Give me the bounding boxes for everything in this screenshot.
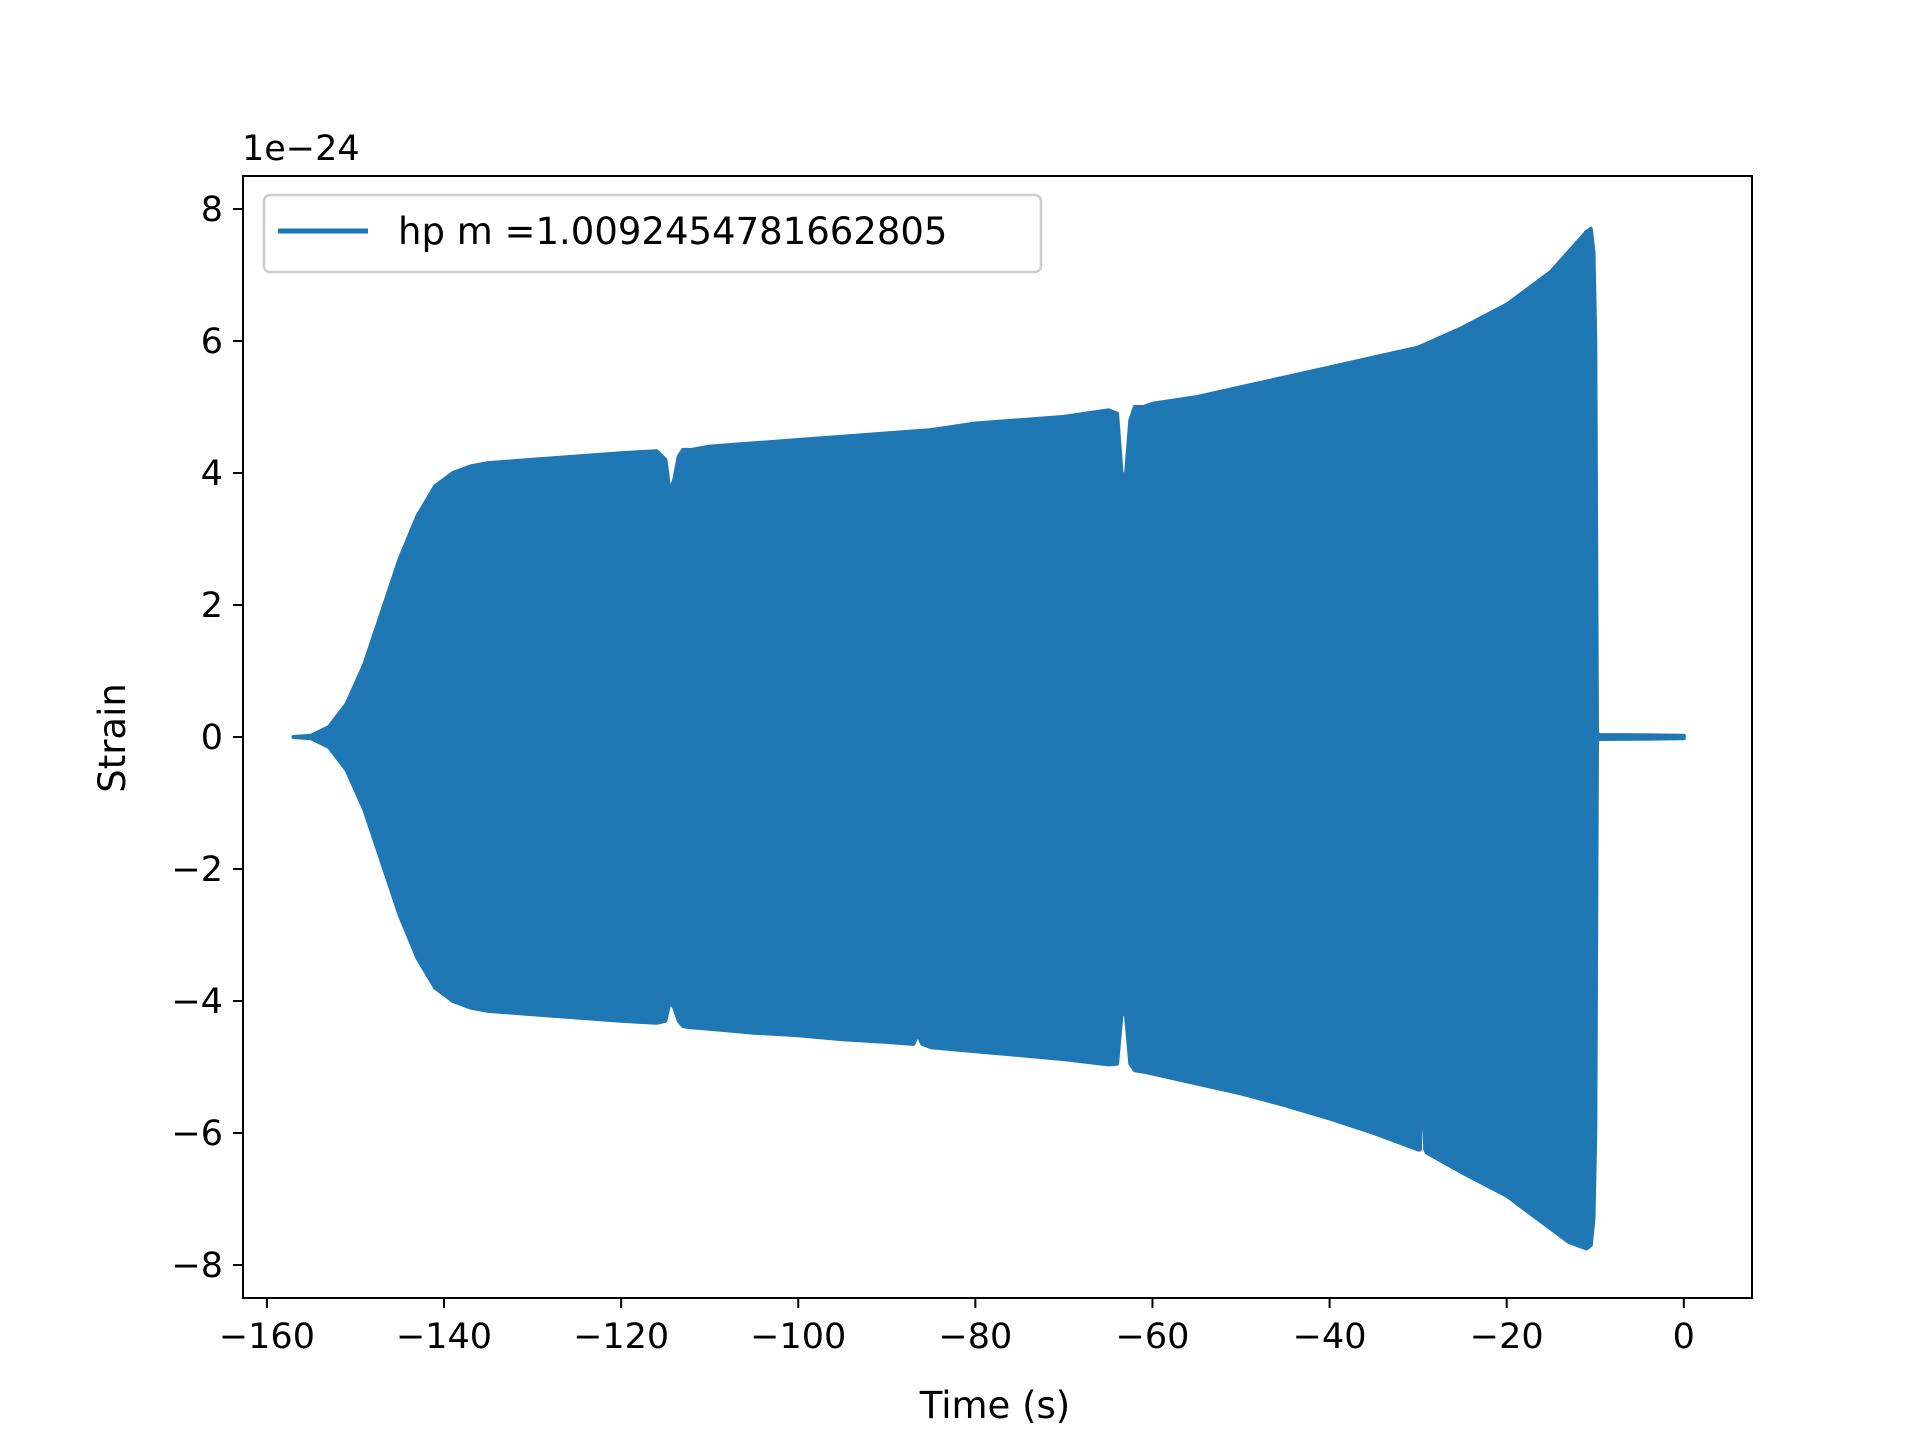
legend-label-hp: hp m =1.0092454781662805 — [398, 210, 947, 253]
x-tick-label: −60 — [1116, 1317, 1190, 1357]
legend: hp m =1.0092454781662805 — [262, 193, 1043, 274]
y-axis: −8 −6 −4 −2 0 2 4 6 8 — [171, 190, 243, 1286]
y-offset-text: 1e−24 — [242, 129, 360, 169]
y-tick-label: 4 — [201, 454, 223, 494]
y-tick-label: −4 — [171, 982, 223, 1022]
y-tick-label: 2 — [201, 586, 223, 626]
x-tick-label: −80 — [938, 1317, 1012, 1357]
x-tick-label: −40 — [1293, 1317, 1367, 1357]
x-axis: −160 −140 −120 −100 −80 −60 −40 −20 0 — [219, 1298, 1695, 1357]
y-tick-label: 6 — [201, 322, 223, 362]
y-tick-label: −2 — [171, 850, 223, 890]
x-tick-label: −160 — [219, 1317, 315, 1357]
x-axis-label: Time (s) — [919, 1384, 1070, 1427]
y-tick-label: 8 — [201, 190, 223, 230]
legend-frame — [262, 193, 1043, 274]
y-tick-label: −6 — [171, 1114, 223, 1154]
x-tick-label: −20 — [1470, 1317, 1544, 1357]
x-tick-label: −100 — [750, 1317, 846, 1357]
y-tick-label: 0 — [201, 718, 223, 758]
y-axis-label: Strain — [91, 683, 134, 793]
x-tick-label: 0 — [1673, 1317, 1695, 1357]
x-tick-label: −120 — [573, 1317, 669, 1357]
y-tick-label: −8 — [171, 1246, 223, 1286]
x-tick-label: −140 — [396, 1317, 492, 1357]
series-hp-waveform — [291, 226, 1686, 1251]
plot-area — [291, 226, 1686, 1251]
